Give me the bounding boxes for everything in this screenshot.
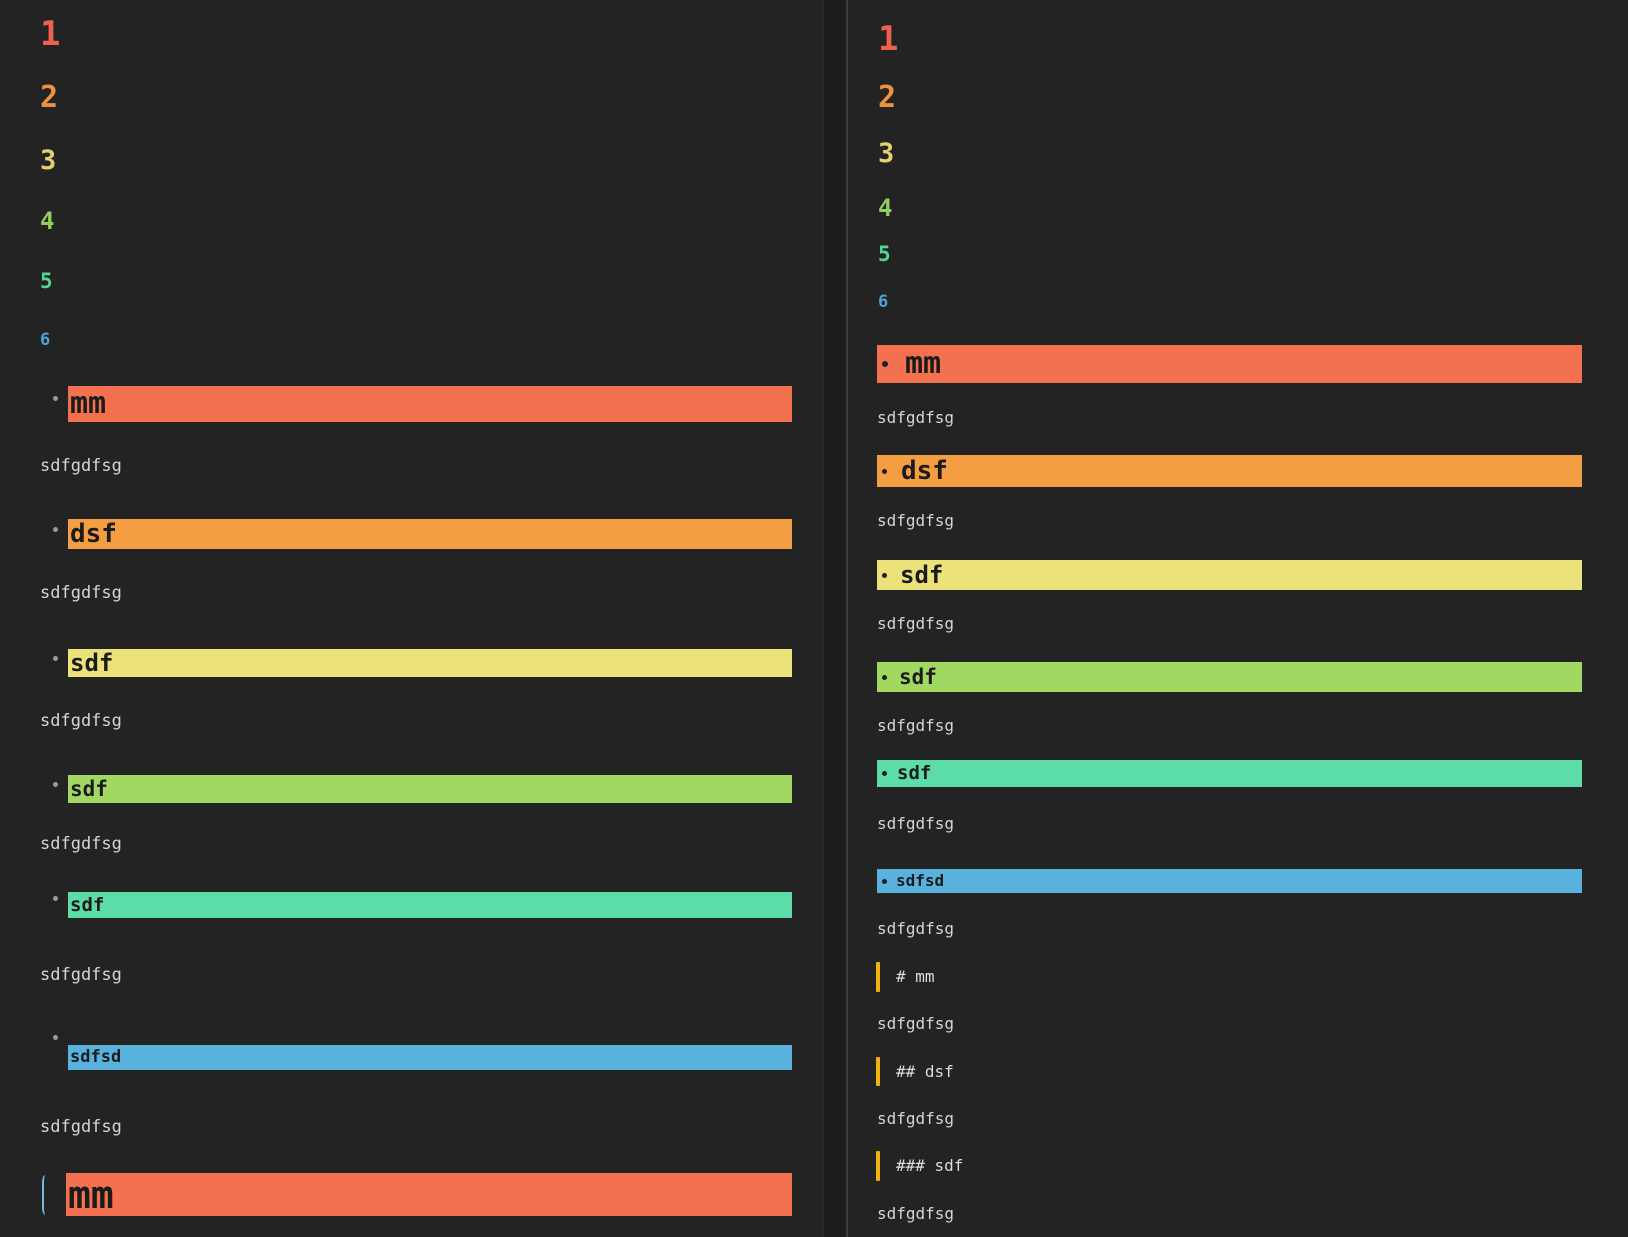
paragraph-text[interactable]: sdfgdfsg: [40, 456, 122, 476]
heading-1-highlight-bar[interactable]: mm: [66, 1173, 792, 1216]
paragraph-text[interactable]: sdfgdfsg: [40, 965, 122, 985]
paragraph-text: sdfgdfsg: [877, 1014, 955, 1033]
blockquote-text: # mm: [896, 967, 935, 986]
heading-1-highlight-bar[interactable]: mm: [877, 345, 1582, 383]
blockquote-row: # mm: [876, 962, 1577, 992]
paragraph-text[interactable]: sdfgdfsg: [40, 834, 122, 854]
blockquote-border: [876, 1057, 880, 1086]
paragraph-text: sdfgdfsg: [877, 408, 955, 427]
collapse-bullet-icon[interactable]: [882, 572, 887, 578]
blockquote-border: [876, 1151, 880, 1181]
paragraph-text: sdfgdfsg: [877, 1109, 955, 1128]
heading-text: sdf: [70, 776, 108, 801]
heading-text: mm: [905, 346, 942, 381]
heading-5-number[interactable]: 5: [40, 269, 53, 293]
heading-text: mm: [68, 1172, 114, 1217]
heading-1-number[interactable]: 1: [878, 19, 899, 59]
active-line-cursor-indicator: [42, 1175, 48, 1215]
heading-text: sdf: [70, 649, 114, 677]
heading-2-number[interactable]: 2: [40, 80, 59, 115]
heading-text: sdf: [70, 893, 105, 916]
collapse-bullet-icon[interactable]: [882, 878, 887, 884]
heading-1-highlight-bar[interactable]: mm: [68, 386, 792, 422]
heading-1-number[interactable]: 1: [40, 14, 61, 54]
paragraph-text[interactable]: sdfgdfsg: [40, 583, 122, 603]
heading-text: dsf: [901, 456, 948, 486]
heading-text: sdf: [899, 664, 937, 689]
editor-pane[interactable]: 1 2 3 4 5 6 mm sdfgdfsg dsf sdfgdfsg sdf sdfgdfsg sd…: [0, 0, 823, 1237]
paragraph-text: sdfgdfsg: [877, 614, 955, 633]
paragraph-text: sdfgdfsg: [877, 919, 955, 938]
preview-pane[interactable]: 1 2 3 4 5 6 mm sdfgdfsg dsf sdfgdfsg sdf sdfgdfsg sd…: [845, 0, 1628, 1237]
heading-4-number[interactable]: 4: [878, 194, 893, 222]
heading-6-number[interactable]: 6: [40, 330, 51, 350]
collapse-bullet-icon[interactable]: [882, 771, 887, 776]
blockquote-row: ### sdf: [876, 1151, 1577, 1181]
paragraph-text: sdfgdfsg: [877, 511, 955, 530]
heading-2-highlight-bar[interactable]: dsf: [68, 519, 792, 549]
collapse-dot[interactable]: [53, 527, 58, 532]
heading-5-highlight-bar[interactable]: sdf: [68, 892, 792, 918]
collapse-dot[interactable]: [53, 896, 58, 901]
heading-4-highlight-bar[interactable]: sdf: [68, 775, 792, 803]
heading-text: sdf: [897, 762, 932, 784]
heading-3-highlight-bar[interactable]: sdf: [877, 560, 1582, 590]
heading-5-number[interactable]: 5: [878, 242, 891, 266]
collapse-bullet-icon[interactable]: [882, 468, 887, 474]
collapse-dot[interactable]: [53, 656, 58, 661]
paragraph-text: sdfgdfsg: [877, 1204, 955, 1223]
heading-6-highlight-bar[interactable]: sdfsd: [877, 869, 1582, 893]
collapse-dot[interactable]: [53, 396, 58, 401]
blockquote-border: [876, 962, 880, 992]
collapse-bullet-icon[interactable]: [882, 361, 888, 367]
heading-text: sdf: [900, 561, 944, 589]
heading-3-highlight-bar[interactable]: sdf: [68, 649, 792, 677]
heading-text: dsf: [70, 519, 117, 549]
blockquote-text: ### sdf: [896, 1156, 964, 1175]
heading-6-number[interactable]: 6: [878, 292, 889, 312]
heading-3-number[interactable]: 3: [40, 145, 57, 176]
blockquote-text: ## dsf: [896, 1061, 954, 1081]
heading-4-number[interactable]: 4: [40, 207, 55, 235]
paragraph-text: sdfgdfsg: [877, 814, 955, 833]
collapse-bullet-icon[interactable]: [882, 674, 887, 680]
heading-5-highlight-bar[interactable]: sdf: [877, 760, 1582, 787]
pane-divider[interactable]: [823, 0, 848, 1237]
heading-text: mm: [70, 386, 107, 421]
paragraph-text[interactable]: sdfgdfsg: [40, 711, 122, 731]
blockquote-row: ## dsf: [876, 1057, 1577, 1086]
collapse-dot[interactable]: [53, 1035, 58, 1040]
heading-text: sdfsd: [70, 1047, 122, 1067]
collapse-dot[interactable]: [53, 782, 58, 787]
heading-4-highlight-bar[interactable]: sdf: [877, 662, 1582, 692]
heading-text: sdfsd: [896, 871, 945, 890]
paragraph-text[interactable]: sdfgdfsg: [40, 1117, 122, 1137]
heading-3-number[interactable]: 3: [878, 138, 895, 169]
heading-2-number[interactable]: 2: [878, 80, 897, 115]
heading-6-highlight-bar[interactable]: sdfsd: [68, 1045, 792, 1070]
paragraph-text: sdfgdfsg: [877, 716, 955, 735]
heading-2-highlight-bar[interactable]: dsf: [877, 455, 1582, 487]
